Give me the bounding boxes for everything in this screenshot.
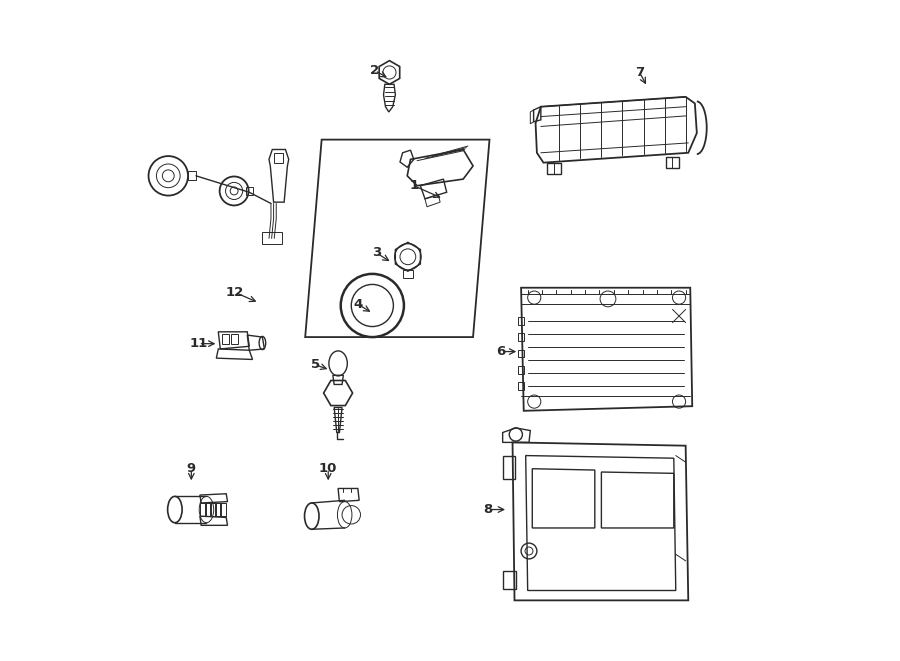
Text: 7: 7	[635, 66, 644, 79]
Text: 12: 12	[226, 286, 244, 299]
Text: 9: 9	[187, 462, 196, 475]
Text: 10: 10	[319, 462, 338, 475]
Text: 5: 5	[310, 358, 320, 371]
Text: 1: 1	[410, 179, 418, 192]
Text: 3: 3	[372, 247, 381, 259]
Text: 4: 4	[353, 297, 363, 311]
Text: 2: 2	[371, 64, 380, 77]
Text: 8: 8	[483, 503, 493, 516]
Text: 11: 11	[189, 337, 208, 350]
Text: 6: 6	[496, 345, 505, 358]
